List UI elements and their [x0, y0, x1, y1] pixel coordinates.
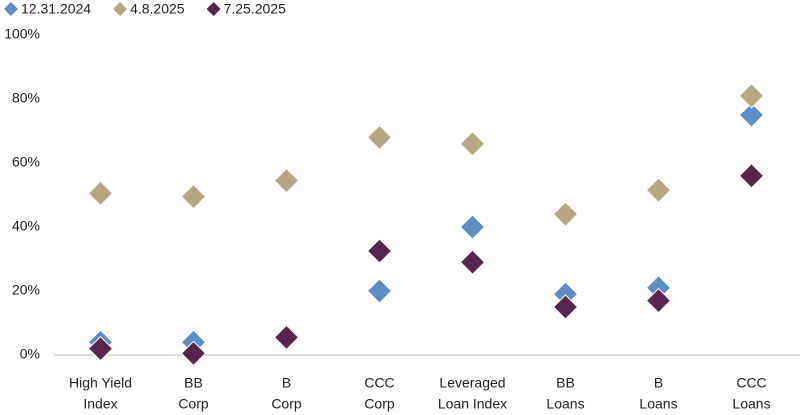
- legend-swatch: [113, 2, 128, 16]
- x-tick-label: Loans: [639, 396, 677, 412]
- x-tick-label: CCC: [364, 375, 394, 391]
- y-tick-label: 60%: [12, 154, 40, 170]
- dot-marker: [738, 102, 765, 128]
- dot-marker: [645, 287, 672, 314]
- dot-marker: [738, 83, 765, 109]
- y-tick-label: 40%: [12, 218, 40, 234]
- x-tick-label: Loans: [732, 396, 770, 412]
- dot-marker: [180, 183, 207, 210]
- dot-marker: [87, 335, 114, 362]
- dot-marker: [366, 124, 393, 151]
- x-tick-label: B: [654, 375, 663, 391]
- dot-marker: [459, 131, 486, 157]
- x-tick-label: CCC: [736, 375, 766, 391]
- y-tick-label: 0%: [20, 346, 40, 362]
- legend-label: 7.25.2025: [224, 1, 286, 17]
- dot-marker: [87, 180, 114, 207]
- x-tick-label: BB: [184, 375, 203, 391]
- legend-swatch: [4, 2, 18, 16]
- y-tick-label: 100%: [4, 26, 40, 42]
- dot-marker: [273, 167, 300, 194]
- x-tick-label: Index: [83, 396, 117, 412]
- x-tick-label: Corp: [178, 396, 209, 412]
- x-tick-label: High Yield: [69, 375, 132, 391]
- y-tick-label: 80%: [12, 90, 40, 106]
- dot-marker: [552, 294, 579, 320]
- dot-marker: [366, 238, 393, 264]
- dot-marker: [180, 340, 207, 367]
- x-tick-label: Corp: [271, 396, 302, 412]
- legend-swatch: [206, 2, 221, 16]
- dot-marker: [552, 201, 579, 227]
- dot-marker: [459, 249, 486, 275]
- x-tick-label: B: [282, 375, 291, 391]
- dot-marker: [273, 324, 300, 351]
- y-tick-label: 20%: [12, 282, 40, 298]
- x-tick-label: Leveraged: [439, 375, 505, 391]
- dot-marker: [459, 214, 486, 240]
- x-tick-label: Loans: [546, 396, 584, 412]
- dot-marker: [366, 278, 393, 304]
- x-tick-label: Loan Index: [438, 396, 507, 412]
- dot-marker: [645, 177, 672, 203]
- x-tick-label: Corp: [364, 396, 395, 412]
- dot-marker: [738, 163, 765, 189]
- legend-label: 12.31.2024: [21, 1, 91, 17]
- x-tick-label: BB: [556, 375, 575, 391]
- legend-label: 4.8.2025: [130, 1, 185, 17]
